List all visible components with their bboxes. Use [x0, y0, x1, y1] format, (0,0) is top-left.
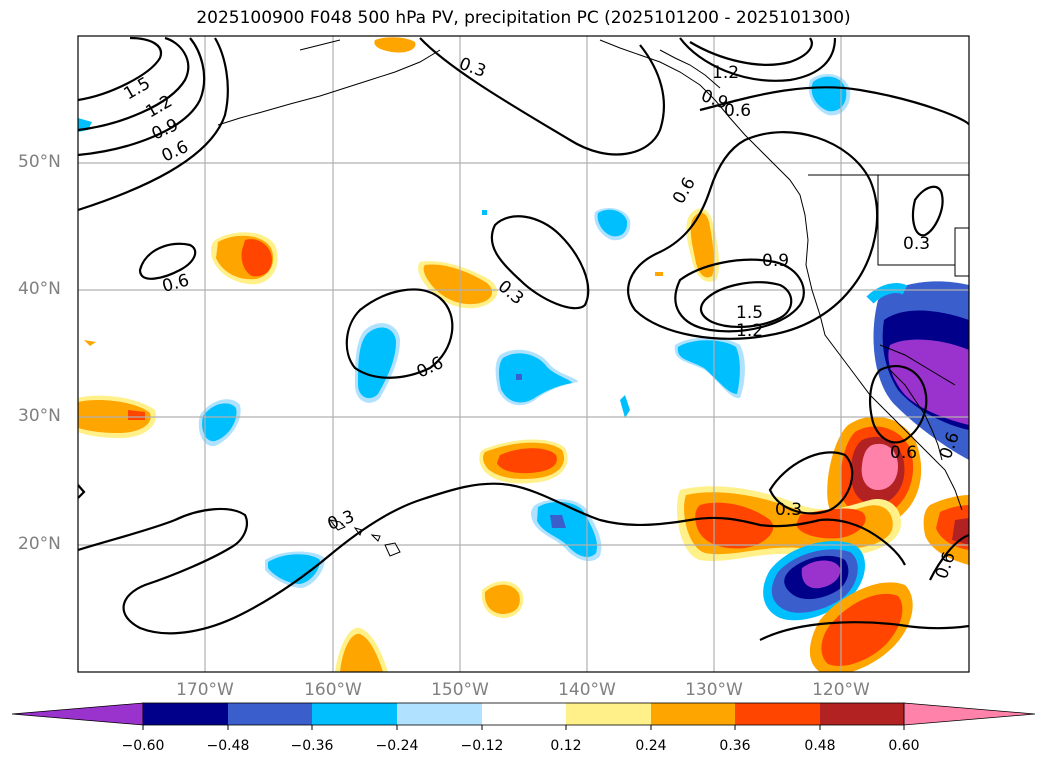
- coastlines: [217, 39, 969, 557]
- colorbar-segment: [228, 703, 312, 725]
- lon-label: 150°W: [431, 680, 489, 700]
- colorbar-segment: [566, 703, 651, 725]
- contour-label: 1.5: [736, 303, 763, 323]
- colorbar-segment: [143, 703, 228, 725]
- colorbar-segment: [820, 703, 904, 725]
- colorbar-tick-label: 0.12: [550, 738, 582, 754]
- figure-title: 2025100900 F048 500 hPa PV, precipitatio…: [196, 8, 851, 28]
- colorbar-tick-label: 0.24: [635, 738, 667, 754]
- colorbar-tick-label: −0.48: [206, 738, 250, 754]
- colorbar-extend-low: [11, 702, 144, 726]
- contour-label: 1.2: [712, 63, 739, 83]
- precip-shading: [78, 37, 969, 672]
- colorbar-tick-label: 0.36: [719, 738, 751, 754]
- lon-label: 140°W: [558, 680, 616, 700]
- lon-label: 130°W: [685, 680, 743, 700]
- colorbar: [11, 702, 1036, 730]
- contour-label: 0.6: [724, 101, 751, 121]
- lon-label: 160°W: [304, 680, 362, 700]
- lon-label: 120°W: [812, 680, 870, 700]
- contour-label: 0.9: [762, 251, 789, 271]
- colorbar-segment: [735, 703, 820, 725]
- contour-label: 0.3: [903, 234, 930, 254]
- colorbar-tick-label: −0.36: [290, 738, 334, 754]
- pv-contours: [78, 36, 969, 641]
- map-border: [77, 35, 970, 673]
- lat-label: 30°N: [18, 406, 61, 426]
- colorbar-tick-label: −0.24: [375, 738, 419, 754]
- colorbar-tick-label: −0.12: [460, 738, 504, 754]
- colorbar-segment: [397, 703, 482, 725]
- contour-label: 1.2: [736, 321, 763, 341]
- lon-label: 170°W: [176, 680, 234, 700]
- lat-label: 20°N: [18, 534, 61, 554]
- graticule: [78, 36, 969, 672]
- colorbar-segment: [482, 703, 566, 725]
- colorbar-extend-high: [903, 702, 1036, 726]
- colorbar-segment: [312, 703, 397, 725]
- contour-label: 0.6: [890, 443, 917, 463]
- lat-label: 50°N: [18, 152, 61, 172]
- colorbar-tick-label: 0.60: [888, 738, 920, 754]
- colorbar-segment: [651, 703, 735, 725]
- lat-label: 40°N: [18, 279, 61, 299]
- contour-label: 0.3: [775, 500, 802, 520]
- colorbar-tick-label: −0.60: [121, 738, 165, 754]
- colorbar-tick-label: 0.48: [804, 738, 836, 754]
